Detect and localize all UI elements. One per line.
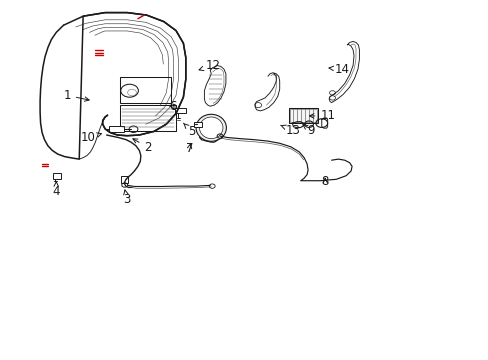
Text: 4: 4 xyxy=(52,182,60,198)
Ellipse shape xyxy=(196,114,226,141)
Text: 8: 8 xyxy=(321,175,328,188)
FancyBboxPatch shape xyxy=(193,122,202,127)
Text: 10: 10 xyxy=(81,131,102,144)
FancyBboxPatch shape xyxy=(121,176,128,183)
Text: 3: 3 xyxy=(123,190,131,206)
Text: 9: 9 xyxy=(303,124,314,137)
Text: 2: 2 xyxy=(133,139,151,154)
FancyBboxPatch shape xyxy=(289,108,317,123)
Text: 1: 1 xyxy=(63,89,89,102)
Ellipse shape xyxy=(199,117,223,139)
Text: 14: 14 xyxy=(328,63,349,76)
Text: 13: 13 xyxy=(280,124,300,137)
FancyBboxPatch shape xyxy=(53,173,61,179)
FancyBboxPatch shape xyxy=(175,108,185,113)
Text: 5: 5 xyxy=(183,123,195,138)
Text: 7: 7 xyxy=(185,142,193,155)
FancyBboxPatch shape xyxy=(108,126,124,132)
Text: 12: 12 xyxy=(199,59,220,72)
Text: 11: 11 xyxy=(309,109,335,122)
FancyBboxPatch shape xyxy=(120,77,171,103)
FancyBboxPatch shape xyxy=(120,105,176,131)
Text: 6: 6 xyxy=(168,100,176,113)
